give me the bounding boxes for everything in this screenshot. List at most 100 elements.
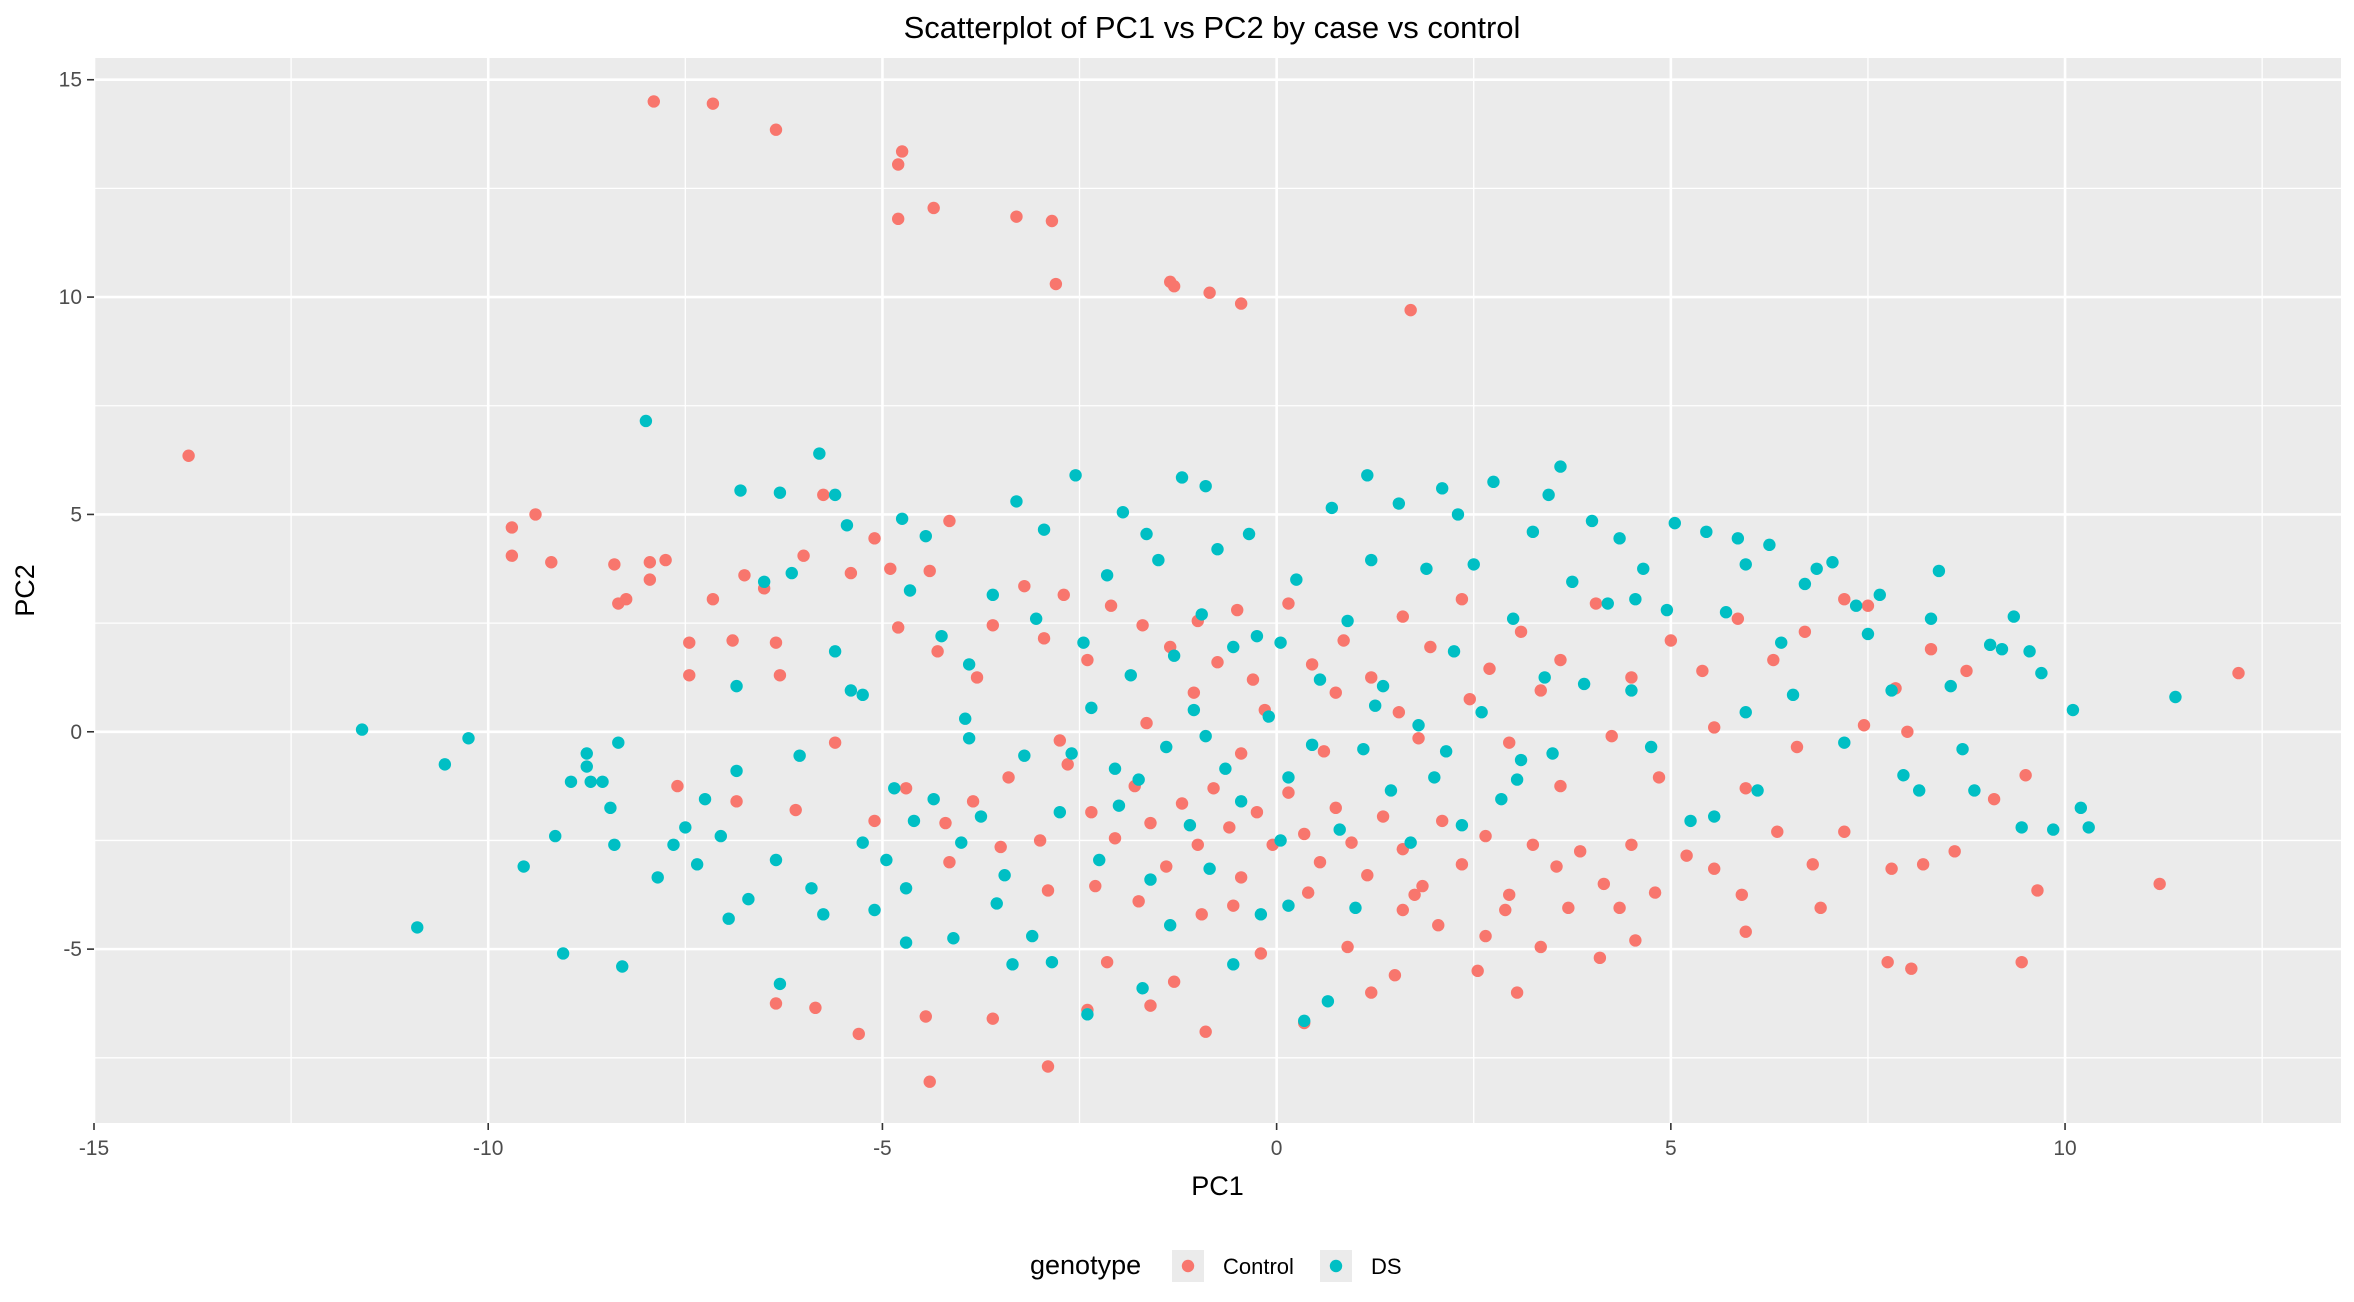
data-point-control [1987,792,2001,806]
data-point-control [1175,797,1189,810]
x-tick-label: -5 [873,1137,892,1160]
data-point-ds [1510,773,1524,786]
data-point-control [769,997,783,1010]
data-point-control [1436,814,1449,828]
data-point-control [1412,732,1425,745]
data-point-ds [411,921,424,934]
data-point-ds [698,792,712,806]
data-point-ds [785,566,798,580]
data-point-ds [1428,771,1441,784]
data-point-control [1365,986,1378,999]
data-point-control [1708,721,1721,734]
data-point-control [931,645,944,658]
data-point-control [1857,719,1871,732]
y-tick-label: 0 [70,721,82,744]
data-point-ds [580,747,593,760]
data-point-ds [935,629,948,643]
data-point-ds [1262,710,1275,723]
data-point-control [1814,901,1827,915]
data-point-control [1767,653,1780,667]
data-point-ds [773,486,787,499]
data-point-control [505,521,519,534]
data-point-control [2232,666,2245,680]
data-point-ds [1199,479,1212,493]
data-point-ds [974,810,988,823]
data-point-control [1806,858,1819,871]
data-point-control [1396,903,1409,917]
data-points [182,95,2245,1088]
data-point-ds [1010,495,1023,508]
data-point-ds [1136,982,1149,995]
data-point-control [868,814,881,828]
data-point-ds [1849,599,1863,612]
data-point-ds [1798,577,1812,591]
data-point-control [1167,975,1181,988]
data-point-control [1648,886,1662,899]
data-point-ds [947,932,960,945]
data-point-control [2019,769,2032,782]
data-point-ds [1566,575,1579,589]
legend-label-control: Control [1223,1254,1294,1279]
data-point-ds [1873,588,1886,602]
data-point-control [1246,673,1260,686]
data-point-ds [612,736,625,749]
data-point-ds [1514,753,1528,767]
data-point-ds [1357,742,1370,756]
data-point-control [1731,612,1745,625]
data-point-ds [793,749,806,762]
chart-title: Scatterplot of PC1 vs PC2 by case vs con… [904,10,1521,45]
data-point-control [608,558,621,571]
data-point-ds [1029,612,1043,625]
data-point-control [1231,603,1244,617]
data-point-ds [828,645,842,658]
data-point-control [643,573,657,586]
data-point-control [943,855,956,869]
data-point-ds [1290,573,1303,586]
data-point-ds [730,764,743,778]
data-point-ds [805,882,818,895]
data-point-ds [962,732,976,745]
data-point-ds [1175,471,1189,484]
data-point-ds [955,836,968,849]
data-point-control [738,569,751,582]
data-point-ds [1325,501,1339,515]
data-point-control [1037,632,1051,645]
data-point-ds [1093,853,1106,867]
data-point-control [706,592,720,606]
data-point-ds [730,679,743,693]
data-point-ds [1333,823,1346,836]
data-point-control [1798,625,1812,638]
data-point-ds [1183,819,1197,832]
data-point-ds [1376,679,1390,693]
data-point-control [1191,838,1204,851]
data-point-ds [1026,929,1039,943]
data-point-control [1282,786,1295,799]
data-point-control [1916,858,1930,871]
legend-marker-ds [1329,1259,1343,1273]
data-point-ds [844,684,858,697]
data-point-ds [813,447,826,460]
data-point-control [1234,297,1248,310]
data-point-control [1605,729,1618,743]
data-point-ds [1775,636,1788,649]
data-point-ds [1983,638,1997,652]
data-point-ds [1897,769,1910,782]
data-point-ds [1644,740,1658,754]
data-point-control [1104,599,1118,612]
data-point-control [1345,836,1358,849]
data-point-control [1534,940,1547,954]
data-point-ds [1731,532,1745,545]
data-point-ds [856,836,869,849]
data-point-control [1053,734,1067,747]
data-point-control [1739,782,1752,795]
data-point-ds [1475,706,1488,719]
data-point-ds [1751,784,1764,797]
data-point-ds [1368,699,1382,712]
data-point-control [1550,860,1563,873]
data-point-ds [1112,799,1126,812]
data-point-control [1510,986,1524,999]
data-point-control [895,145,909,158]
data-point-ds [355,723,369,736]
data-point-control [1049,277,1063,291]
data-point-control [1108,832,1122,845]
